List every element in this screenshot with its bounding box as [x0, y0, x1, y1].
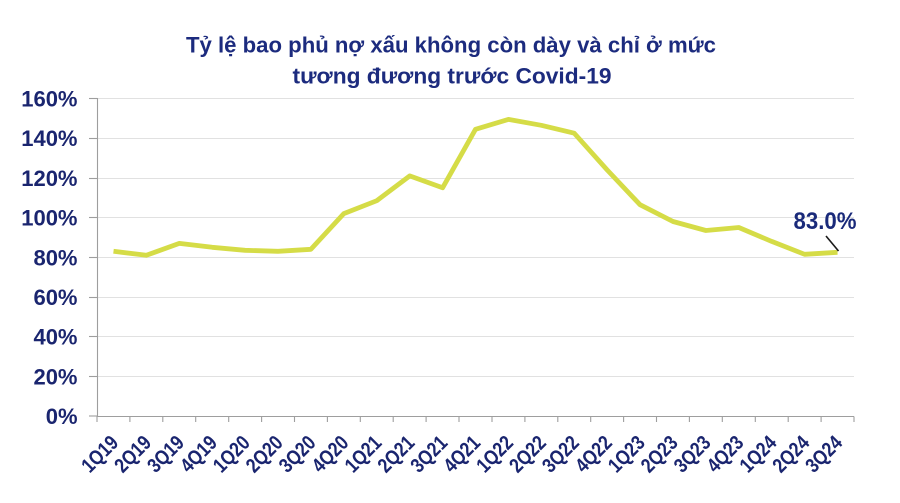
svg-text:60%: 60% [33, 285, 77, 310]
svg-text:83.0%: 83.0% [794, 208, 857, 235]
svg-text:160%: 160% [21, 87, 77, 112]
svg-text:80%: 80% [33, 245, 77, 270]
svg-text:Tỷ lệ bao phủ nợ xấu không còn: Tỷ lệ bao phủ nợ xấu không còn dày và ch… [186, 33, 716, 58]
svg-text:140%: 140% [21, 126, 77, 151]
svg-text:20%: 20% [33, 364, 77, 389]
svg-text:40%: 40% [33, 325, 77, 350]
svg-text:0%: 0% [46, 404, 78, 429]
svg-text:tương đương trước Covid-19: tương đương trước Covid-19 [293, 63, 612, 88]
svg-text:100%: 100% [21, 206, 77, 231]
svg-text:120%: 120% [21, 166, 77, 191]
